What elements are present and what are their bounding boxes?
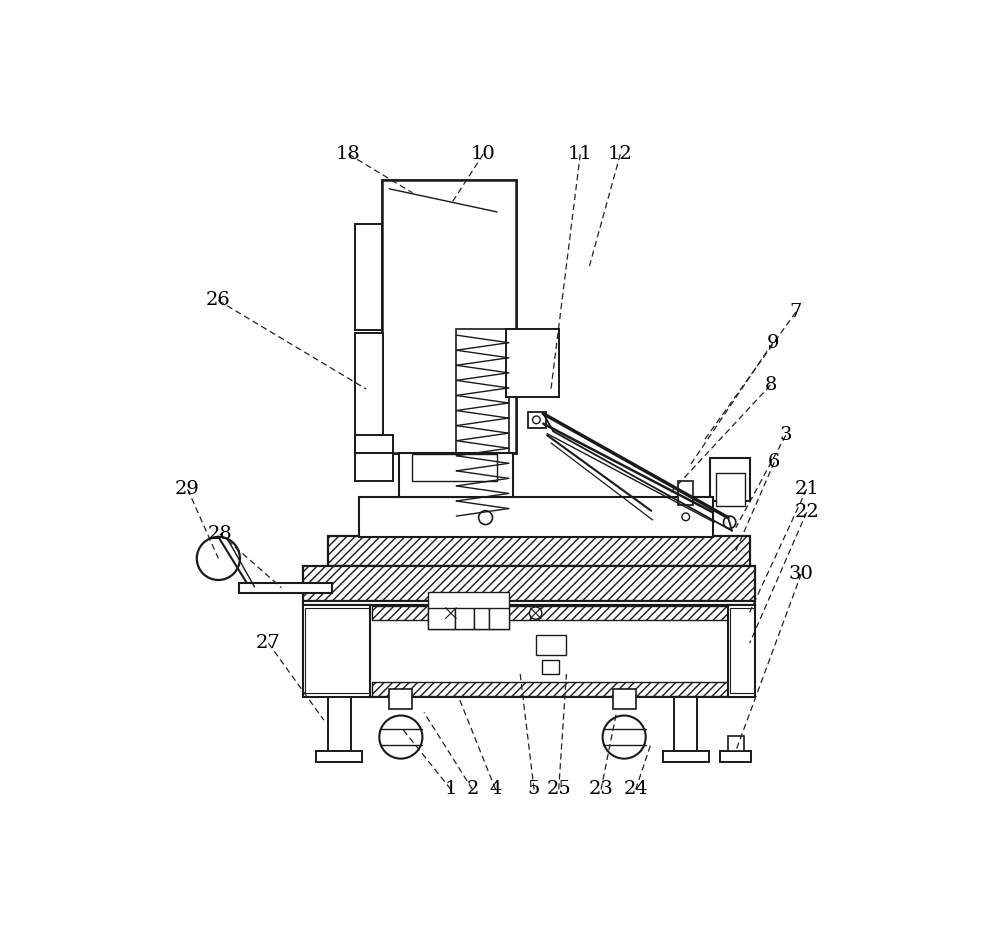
Bar [412,455,497,482]
Text: 22: 22 [794,503,819,521]
Bar [303,605,370,697]
Text: 30: 30 [789,565,814,582]
Text: 9: 9 [767,334,779,352]
Text: 29: 29 [175,480,200,498]
Bar [355,453,393,482]
Circle shape [445,607,457,619]
Bar [528,412,546,428]
Bar [489,608,509,629]
Bar [370,605,751,697]
Bar [474,608,489,629]
Text: 21: 21 [794,480,819,498]
Bar [455,608,474,629]
Bar [372,606,750,620]
Bar [328,536,750,566]
Circle shape [529,607,542,619]
Bar [355,333,383,453]
Bar [303,566,755,601]
Text: 28: 28 [208,525,232,542]
Bar [428,608,455,629]
Text: 6: 6 [768,453,780,472]
Text: 12: 12 [608,145,633,163]
Bar [720,751,751,762]
Bar [372,681,750,695]
Text: 1: 1 [445,780,457,799]
Text: 11: 11 [568,145,593,163]
Bar [372,606,750,620]
Bar [358,497,713,537]
Bar [328,536,750,566]
Text: 4: 4 [489,780,502,799]
Bar [355,225,382,330]
Bar [382,180,516,453]
Text: 3: 3 [780,426,792,445]
Circle shape [479,511,492,525]
Bar [380,363,382,370]
Text: 10: 10 [471,145,496,163]
Circle shape [603,716,646,759]
Circle shape [682,513,690,521]
Bar [382,180,516,453]
Text: 23: 23 [589,780,613,799]
Bar [305,609,369,693]
Bar [678,482,693,504]
Text: 24: 24 [623,780,648,799]
Bar [328,697,351,751]
Bar [710,459,750,500]
Bar [674,697,697,751]
Circle shape [197,537,240,580]
Bar [428,593,509,629]
Text: 27: 27 [256,634,281,652]
Text: 7: 7 [790,303,802,321]
Bar [399,453,512,497]
Text: 26: 26 [206,292,231,309]
Bar [389,690,412,708]
Circle shape [723,516,736,528]
Text: 8: 8 [764,377,777,394]
Text: 18: 18 [336,145,361,163]
Bar [239,583,332,593]
Text: 25: 25 [546,780,571,799]
Text: 5: 5 [528,780,540,799]
Bar [372,681,750,695]
Bar [355,435,393,453]
Bar [716,473,745,506]
Bar [506,329,559,397]
Bar [542,660,559,674]
Circle shape [379,716,422,759]
Circle shape [533,416,540,424]
Bar [456,329,509,524]
Bar [316,751,362,762]
Bar [303,566,755,601]
Bar [303,601,755,605]
Bar [536,636,566,654]
Bar [663,751,709,762]
Bar [730,609,754,693]
Bar [613,690,636,708]
Text: 2: 2 [466,780,479,799]
Bar [728,605,755,697]
Bar [728,735,744,751]
